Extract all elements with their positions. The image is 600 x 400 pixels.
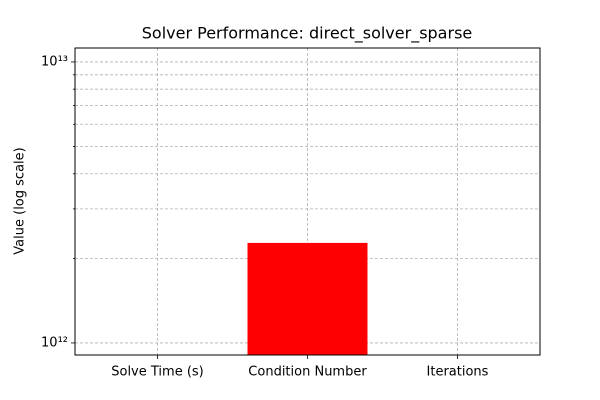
x-tick-label: Iterations: [427, 365, 489, 380]
x-tick-label: Condition Number: [248, 365, 367, 380]
bars: [247, 242, 368, 355]
y-tick-label: 10¹³: [41, 54, 68, 69]
chart-title: Solver Performance: direct_solver_sparse: [142, 24, 473, 44]
bar: [247, 242, 368, 355]
y-tick-label: 10¹²: [41, 335, 68, 350]
y-axis-label: Value (log scale): [13, 147, 28, 254]
x-tick-label: Solve Time (s): [111, 365, 204, 380]
